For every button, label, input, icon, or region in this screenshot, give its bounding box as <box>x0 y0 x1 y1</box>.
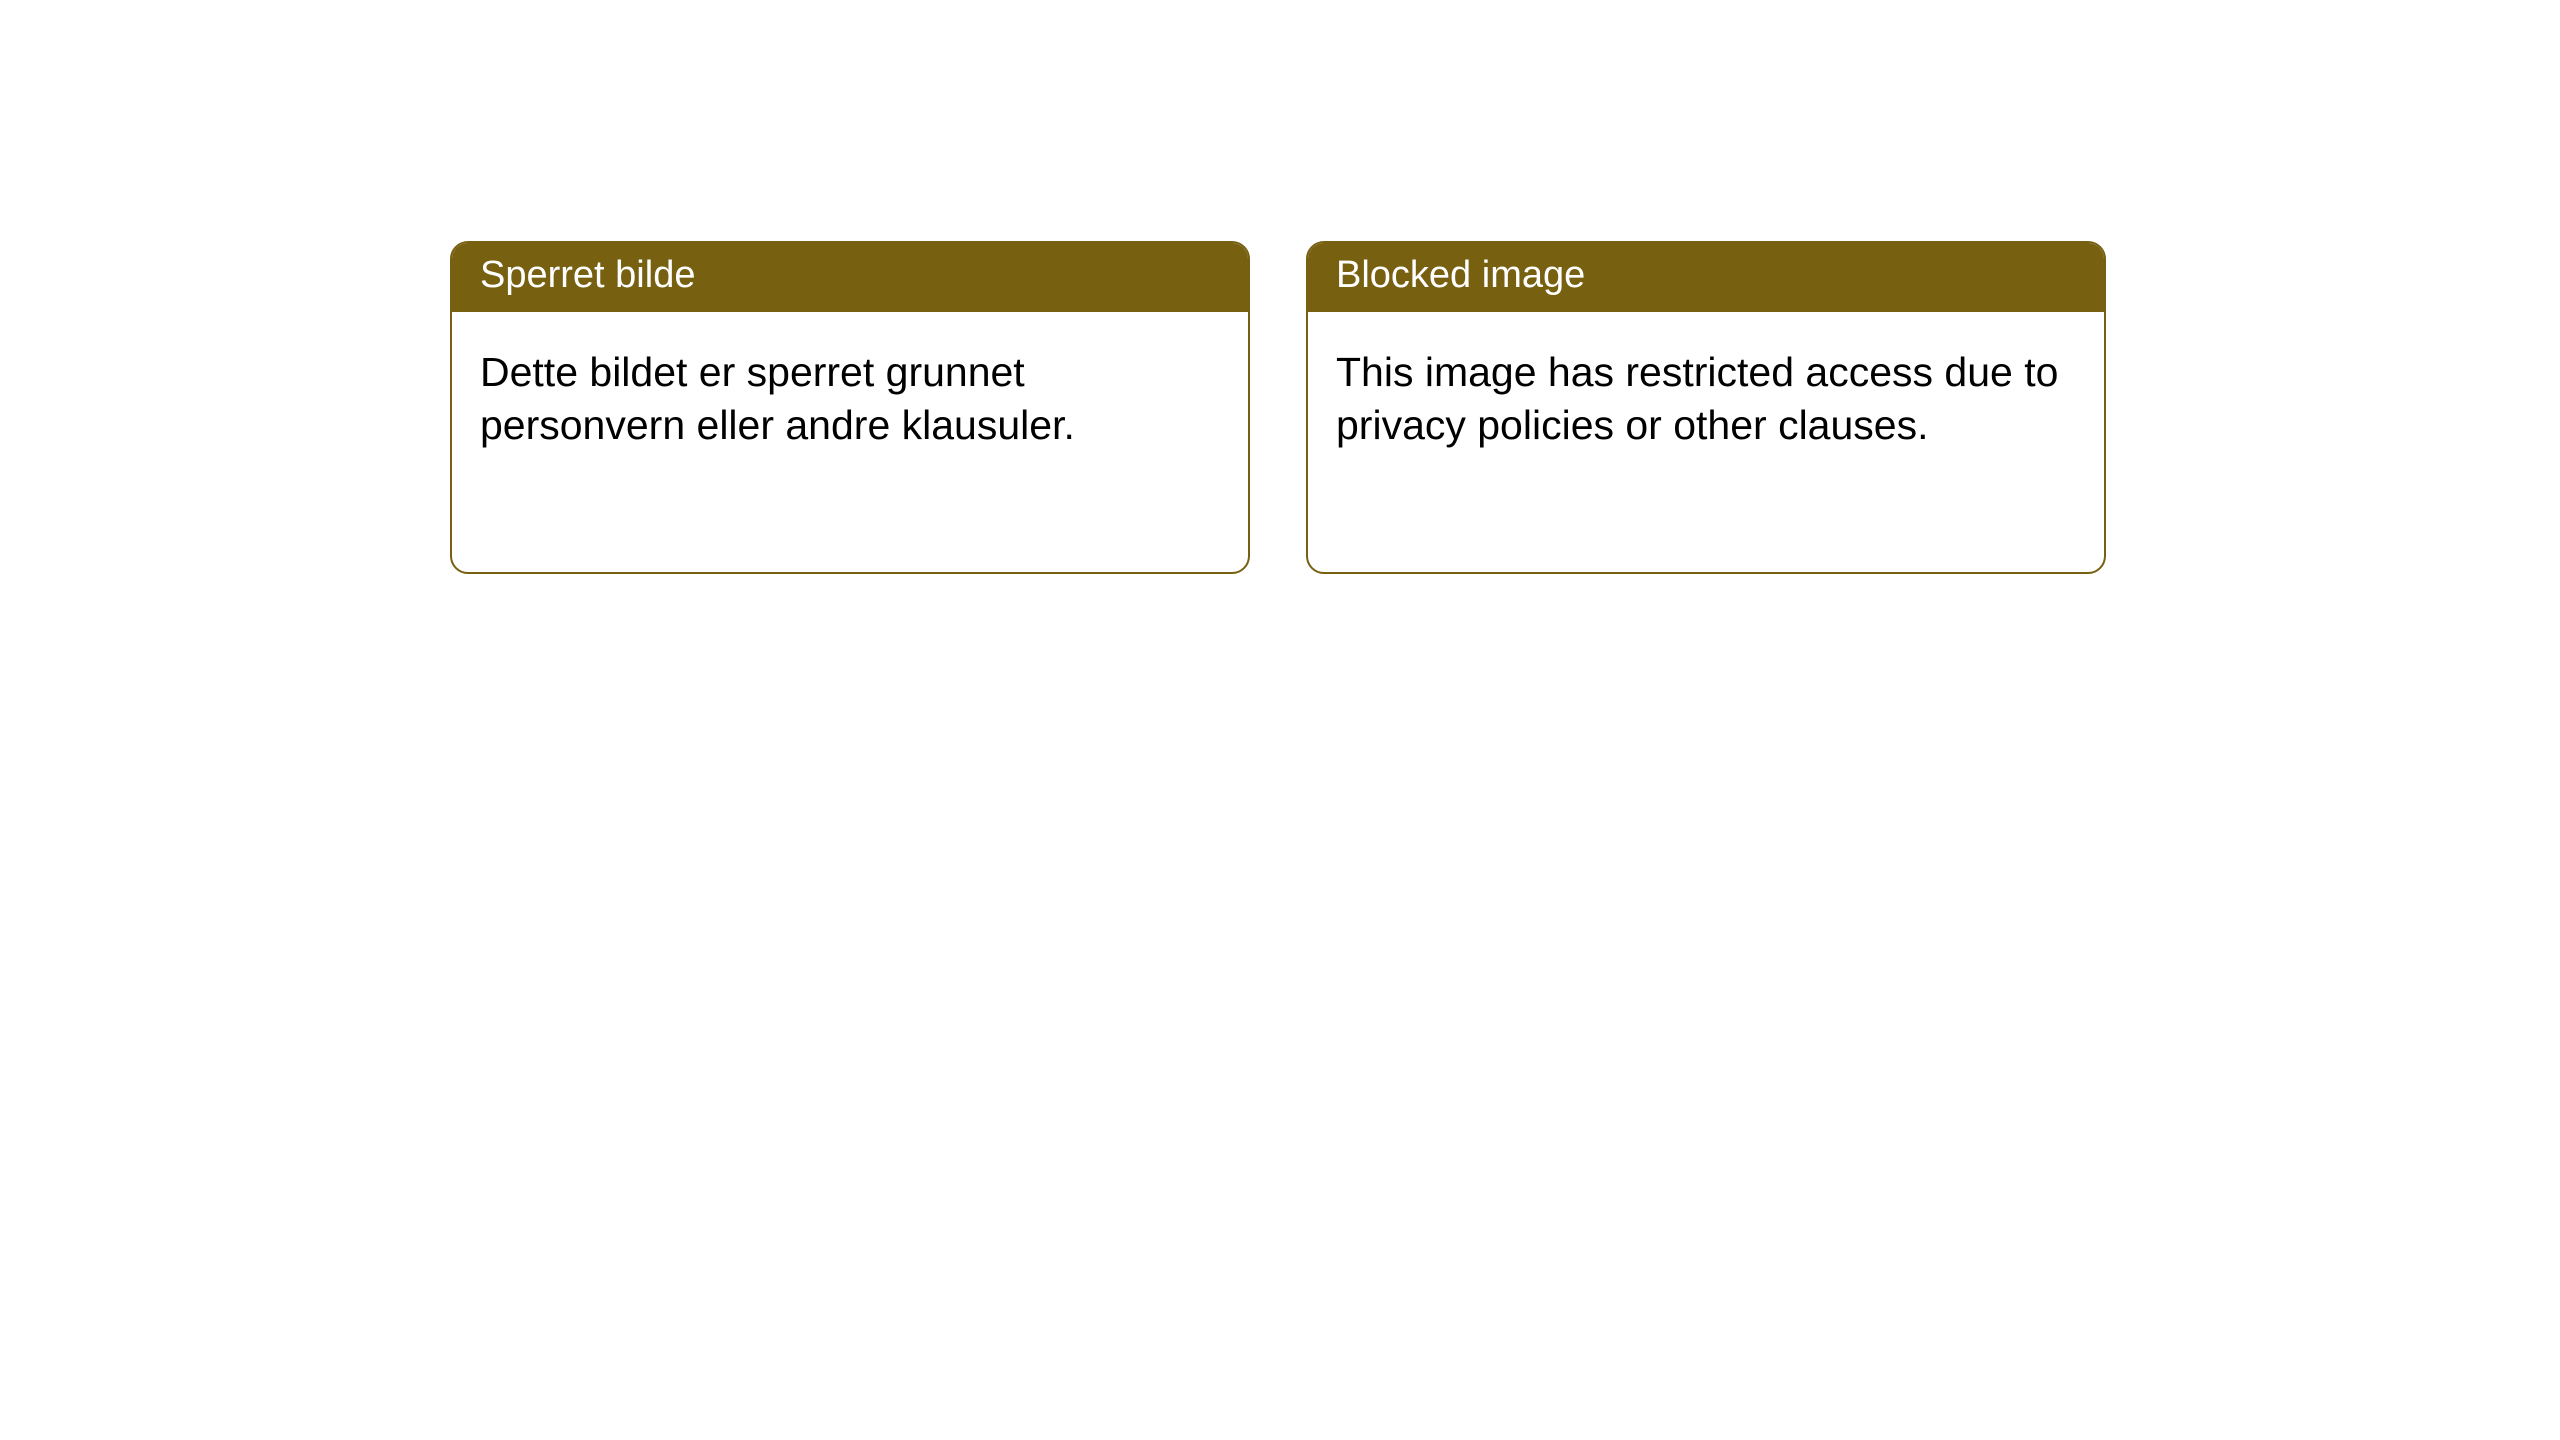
notice-body-text: This image has restricted access due to … <box>1308 312 2104 485</box>
notice-body-text: Dette bildet er sperret grunnet personve… <box>452 312 1248 485</box>
notice-card-norwegian: Sperret bilde Dette bildet er sperret gr… <box>450 241 1250 574</box>
notice-container: Sperret bilde Dette bildet er sperret gr… <box>0 0 2560 574</box>
notice-card-english: Blocked image This image has restricted … <box>1306 241 2106 574</box>
notice-title: Sperret bilde <box>452 243 1248 312</box>
notice-title: Blocked image <box>1308 243 2104 312</box>
